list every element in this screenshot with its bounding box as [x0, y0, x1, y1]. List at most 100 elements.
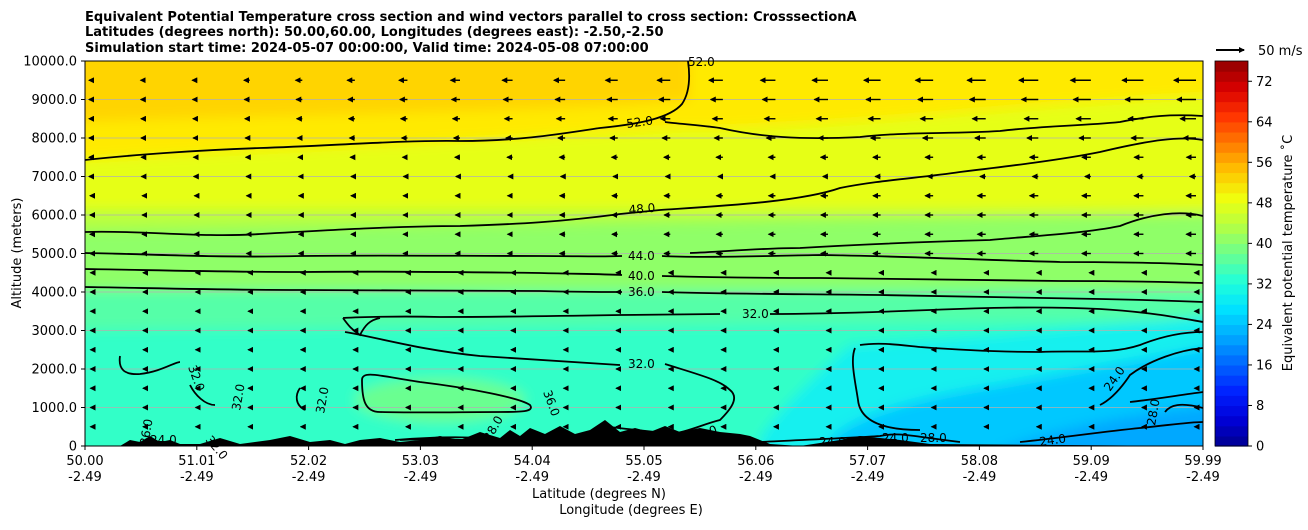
contour-label: 24.0 — [819, 435, 846, 449]
colorbar-swatch — [1215, 71, 1248, 82]
y-tick-label: 5000.0 — [32, 247, 78, 262]
colorbar-swatch — [1215, 273, 1248, 285]
y-tick-label: 6000.0 — [32, 209, 78, 224]
colorbar-swatch — [1215, 142, 1248, 153]
contour-48 — [85, 137, 1203, 254]
contour-label: 32.0 — [313, 386, 331, 415]
field-band-56 — [85, 61, 690, 122]
x-tick-lat-label: 54.04 — [514, 454, 551, 469]
colorbar-swatch — [1215, 212, 1248, 224]
field-band-20 — [1010, 406, 1203, 446]
contour-40 — [85, 268, 1203, 284]
x-tick-lat-label: 57.07 — [849, 454, 886, 469]
colorbar-tick-label: 72 — [1256, 75, 1273, 90]
contour-label: 52.0 — [625, 113, 653, 131]
x-axis: 50.00-2.4951.01-2.4952.02-2.4953.03-2.49… — [66, 446, 1222, 485]
x-tick-lon-label: -2.49 — [515, 470, 549, 485]
contour-24-lower — [1019, 347, 1203, 443]
contour-label: 24.0 — [150, 433, 177, 447]
colorbar-swatch — [1215, 344, 1248, 356]
contour-32-left — [118, 355, 216, 406]
colorbar-swatch — [1215, 405, 1248, 417]
colorbar-swatch — [1215, 81, 1248, 92]
contour-28-right — [759, 347, 961, 443]
x-tick-lat-label: 59.99 — [1184, 454, 1221, 469]
x-tick-lon-label: -2.49 — [68, 470, 102, 485]
x-axis-label-1: Latitude (degrees N) — [532, 487, 666, 502]
contour-label: 32.0 — [229, 383, 247, 412]
colorbar-tick-label: 64 — [1256, 115, 1273, 130]
x-tick-lon-label: -2.49 — [1186, 470, 1220, 485]
colorbar-swatch — [1215, 304, 1248, 315]
field-bump-36 — [355, 378, 525, 422]
colorbar-tick-label: 0 — [1256, 440, 1264, 455]
x-axis-label-2: Longitude (degrees E) — [559, 503, 703, 518]
x-tick-lon-label: -2.49 — [1074, 470, 1108, 485]
grid-lines — [85, 61, 1203, 446]
colorbar-swatch — [1215, 283, 1248, 295]
contour-label: 32.0 — [628, 357, 655, 371]
contour-36 — [85, 286, 1203, 303]
colorbar-swatch — [1215, 152, 1248, 163]
colorbar-swatch — [1215, 172, 1248, 184]
colorbar-swatch — [1215, 395, 1248, 407]
title-line-2: Latitudes (degrees north): 50.00,60.00, … — [85, 25, 664, 40]
colorbar-swatch — [1215, 294, 1248, 305]
colorbar-swatch — [1215, 223, 1248, 234]
colorbar-frame — [1214, 60, 1249, 447]
contour-label: 24.0 — [1038, 431, 1066, 449]
colorbar-swatch — [1215, 324, 1248, 336]
colorbar-swatch — [1215, 253, 1248, 265]
x-tick-lon-label: -2.49 — [180, 470, 214, 485]
colorbar-tick-label: 8 — [1256, 399, 1264, 414]
plot-area — [85, 61, 1203, 446]
contour-36-island — [361, 373, 532, 414]
terrain — [85, 420, 1203, 446]
x-tick-lat-label: 50.00 — [66, 454, 103, 469]
colorbar-swatch — [1215, 91, 1248, 103]
colorbar: 0 8 16 24 32 40 48 56 64 72 — [1214, 60, 1273, 455]
colorbar-swatch — [1215, 101, 1248, 113]
title-line-1: Equivalent Potential Temperature cross s… — [85, 10, 857, 25]
wind-vectors — [88, 77, 1200, 430]
contour-52 — [85, 61, 1203, 161]
colorbar-swatch — [1215, 425, 1248, 437]
y-tick-label: 4000.0 — [32, 286, 78, 301]
x-tick-lat-label: 53.03 — [402, 454, 439, 469]
x-tick-lon-label: -2.49 — [292, 470, 326, 485]
title-line-3: Simulation start time: 2024-05-07 00:00:… — [85, 41, 649, 56]
chart-title: Equivalent Potential Temperature cross s… — [85, 10, 857, 56]
y-tick-label: 9000.0 — [32, 93, 78, 108]
colorbar-swatch — [1215, 202, 1248, 214]
colorbar-tick-label: 40 — [1256, 237, 1273, 252]
colorbar-swatch — [1215, 263, 1248, 275]
y-axis-label: Altitude (meters) — [10, 198, 25, 309]
contour-label: 40.0 — [628, 269, 655, 283]
colorbar-swatch — [1215, 192, 1248, 204]
colorbar-swatch — [1215, 375, 1248, 386]
x-tick-lat-label: 59.09 — [1073, 454, 1110, 469]
x-tick-lon-label: -2.49 — [739, 470, 773, 485]
x-tick-lat-label: 56.06 — [737, 454, 774, 469]
contour-label: 52.0 — [688, 55, 715, 69]
wind-key: 50 m/s — [1216, 44, 1303, 59]
x-tick-lat-label: 55.05 — [625, 454, 662, 469]
y-tick-label: 1000.0 — [32, 401, 78, 416]
x-tick-lat-label: 58.08 — [961, 454, 998, 469]
colorbar-swatch — [1215, 415, 1248, 427]
x-tick-lat-label: 52.02 — [290, 454, 327, 469]
contour-label: 28.0 — [920, 431, 947, 445]
colorbar-swatch — [1215, 435, 1248, 447]
colorbar-swatch — [1215, 233, 1248, 244]
colorbar-swatch — [1215, 111, 1248, 123]
colorbar-swatch — [1215, 354, 1248, 366]
x-tick-lon-label: -2.49 — [963, 470, 997, 485]
y-tick-label: 0 — [69, 440, 77, 455]
contour-label: 48.0 — [628, 201, 656, 217]
colorbar-swatch — [1215, 314, 1248, 326]
colorbar-label: Equivalent potential temperature ˚C — [1280, 135, 1296, 371]
colorbar-swatch — [1215, 61, 1248, 72]
colorbar-swatch — [1215, 182, 1248, 194]
contour-label: 36.0 — [628, 285, 655, 299]
x-tick-lat-label: 51.01 — [178, 454, 215, 469]
